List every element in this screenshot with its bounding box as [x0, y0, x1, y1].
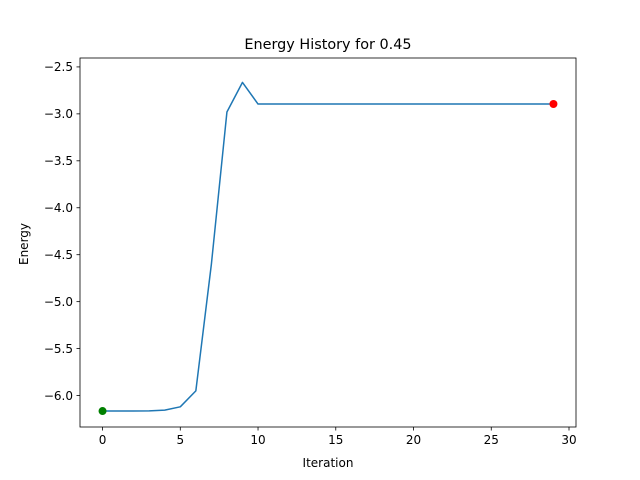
y-tick-label: −4.0 — [44, 201, 73, 215]
chart-title: Energy History for 0.45 — [244, 37, 411, 53]
plot-area: 0 5 10 15 20 25 30 −6.0 −5.5 −5.0 −4.5 −4.0 −3.5 −3.0… — [44, 57, 577, 447]
x-tick-label: 10 — [250, 433, 265, 447]
axes-frame — [79, 57, 577, 428]
x-axis-label: Iteration — [303, 456, 354, 470]
series-line-0 — [101, 81, 555, 412]
y-tick-label: −5.5 — [44, 342, 73, 356]
x-tick-label: 15 — [328, 433, 343, 447]
y-axis-label: Energy — [17, 223, 31, 265]
y-tick-label: −4.5 — [44, 248, 73, 262]
x-tick-label: 30 — [561, 433, 576, 447]
x-tick-label: 0 — [99, 433, 107, 447]
y-tick-label: −6.0 — [44, 389, 73, 403]
x-tick-label: 20 — [406, 433, 421, 447]
y-tick-label: −2.5 — [44, 60, 73, 74]
x-tick-label: 25 — [484, 433, 499, 447]
end-marker — [549, 100, 558, 109]
y-tick-label: −3.5 — [44, 154, 73, 168]
y-tick-label: −3.0 — [44, 107, 73, 121]
x-tick-label: 5 — [176, 433, 184, 447]
y-tick-label: −5.0 — [44, 295, 73, 309]
start-marker — [98, 407, 107, 416]
